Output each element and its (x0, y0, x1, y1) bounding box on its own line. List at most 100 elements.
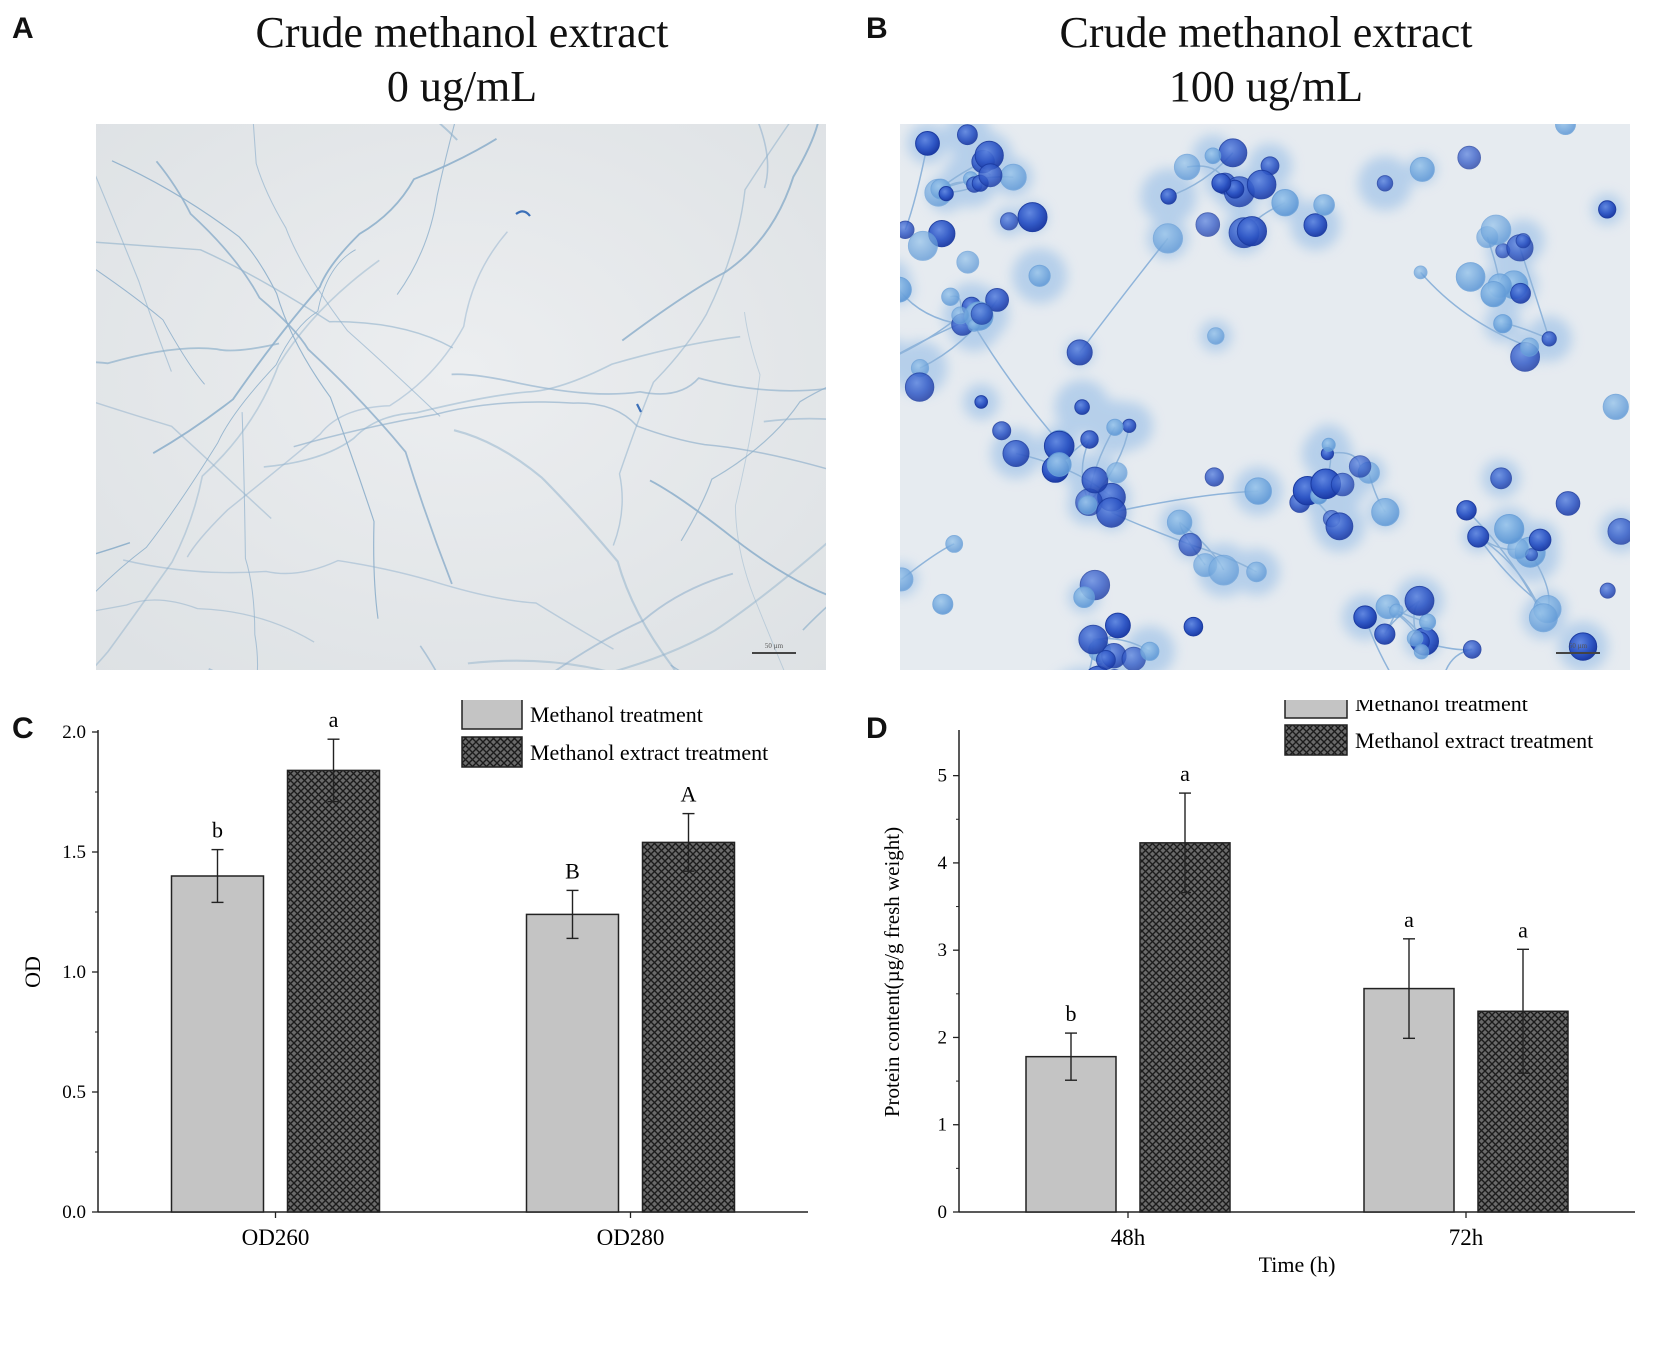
hypha (96, 249, 356, 592)
swollen-cell (992, 421, 1012, 441)
panel-b-title-line1: Crude methanol extract (1059, 8, 1473, 57)
swollen-cell (1419, 613, 1437, 631)
swollen-cell (1204, 147, 1222, 165)
panel-a-title: Crude methanol extract 0 ug/mL (96, 6, 828, 114)
y-tick-label: 5 (938, 766, 948, 787)
swollen-cell (1208, 554, 1240, 586)
swollen-cell (1406, 629, 1424, 647)
swollen-cell (1494, 514, 1525, 545)
hypha (680, 387, 826, 542)
swollen-cell (1077, 495, 1098, 515)
swollen-cell (985, 288, 1009, 312)
panel-letter-a: A (12, 12, 34, 45)
swollen-cell (1173, 153, 1201, 181)
swollen-cell (1122, 418, 1137, 433)
legend-label: Methanol treatment (1355, 700, 1528, 716)
swollen-cell (1455, 262, 1486, 292)
y-axis-label: Protein content(µg/g fresh weight) (880, 827, 904, 1117)
hypha (453, 429, 676, 670)
swollen-cell (1106, 462, 1128, 484)
hypha (96, 599, 315, 643)
swollen-cell (1183, 616, 1204, 637)
hypha (96, 342, 280, 365)
swollen-cell (1515, 233, 1531, 249)
significance-letter: b (212, 818, 223, 843)
swollen-cell (978, 163, 1003, 188)
chart-d: 0 1 2 3 4 5 b a 48h a a 72h Protein content(µg/g fre… (880, 700, 1635, 1277)
bar (1025, 1055, 1117, 1213)
swollen-cell (1074, 399, 1090, 415)
swollen-cell (1493, 314, 1513, 334)
swollen-cell (1598, 200, 1617, 219)
hypha (186, 231, 508, 558)
swollen-cell (1211, 173, 1232, 194)
significance-letter: B (565, 858, 580, 883)
y-tick-label: 4 (938, 853, 948, 874)
hypha (252, 124, 441, 417)
hypha (155, 160, 453, 585)
swollen-cell (1246, 169, 1277, 200)
x-tick-label: 48h (1111, 1225, 1146, 1250)
bar (525, 913, 620, 1213)
swollen-cell (932, 593, 954, 615)
swollen-cell (1046, 452, 1072, 477)
hypha (111, 160, 379, 619)
swollen-cell (1002, 440, 1030, 467)
swollen-cell (1313, 194, 1335, 216)
swollen-cell (1017, 202, 1048, 233)
hypha (96, 269, 205, 385)
swollen-cell (1321, 437, 1336, 452)
chart-c: 0.0 0.5 1.0 1.5 2.0 b a OD260 B A OD280 OD Methanol … (20, 700, 808, 1250)
micrograph-a-image: 50 µm (96, 124, 826, 670)
y-tick-label: 2 (938, 1027, 948, 1048)
swollen-cell (956, 250, 980, 274)
swollen-cell (1330, 472, 1355, 497)
swollen-cell (1066, 339, 1093, 366)
swollen-cell (1490, 467, 1512, 490)
swollen-cell (1413, 265, 1428, 280)
y-axis-label: OD (20, 956, 45, 988)
panel-a-title-line1: Crude methanol extract (255, 8, 669, 57)
swollen-cell (1510, 282, 1531, 304)
swollen-cell (1081, 466, 1109, 494)
swollen-cell (1374, 623, 1396, 645)
swollen-cell (1528, 528, 1552, 552)
swollen-cell (1376, 175, 1394, 192)
hypha (621, 124, 819, 342)
scale-bar-a-label: 50 µm (765, 642, 784, 650)
hypha (734, 312, 785, 670)
y-tick-label: 1.5 (62, 842, 86, 863)
legend-swatch (461, 700, 523, 730)
y-tick-label: 0.0 (62, 1202, 86, 1223)
swollen-cell (900, 567, 914, 592)
hypha (96, 175, 172, 372)
scale-bar-b: 50 µm (1556, 642, 1600, 654)
micrograph-a: 50 µm (96, 124, 826, 670)
y-tick-label: 1.0 (62, 962, 86, 983)
hypha (649, 479, 826, 596)
swollen-cell (1140, 641, 1160, 661)
bar (170, 875, 265, 1213)
bar (1139, 842, 1231, 1213)
bar (286, 769, 381, 1213)
swollen-cell (1207, 327, 1225, 345)
significance-letter: b (1066, 1001, 1077, 1026)
legend-swatch (461, 736, 523, 768)
significance-letter: A (681, 782, 697, 807)
micrograph-b-image: 50 µm (900, 124, 1630, 670)
swollen-cell (938, 186, 954, 202)
legend-swatch (1284, 700, 1348, 719)
significance-letter: a (329, 707, 339, 732)
swollen-cell (1457, 145, 1482, 170)
swollen-cell (1096, 497, 1127, 528)
swollen-cell (1325, 512, 1354, 541)
legend-swatch (1284, 724, 1348, 756)
swollen-cell (1467, 525, 1490, 548)
swollen-cell (1389, 603, 1404, 619)
hypha (152, 138, 497, 455)
x-axis-label: Time (h) (1259, 1252, 1336, 1277)
scale-bar-b-label: 50 µm (1569, 642, 1588, 650)
hypha (241, 412, 259, 670)
hypha (96, 259, 380, 667)
swollen-cell (1178, 532, 1202, 557)
